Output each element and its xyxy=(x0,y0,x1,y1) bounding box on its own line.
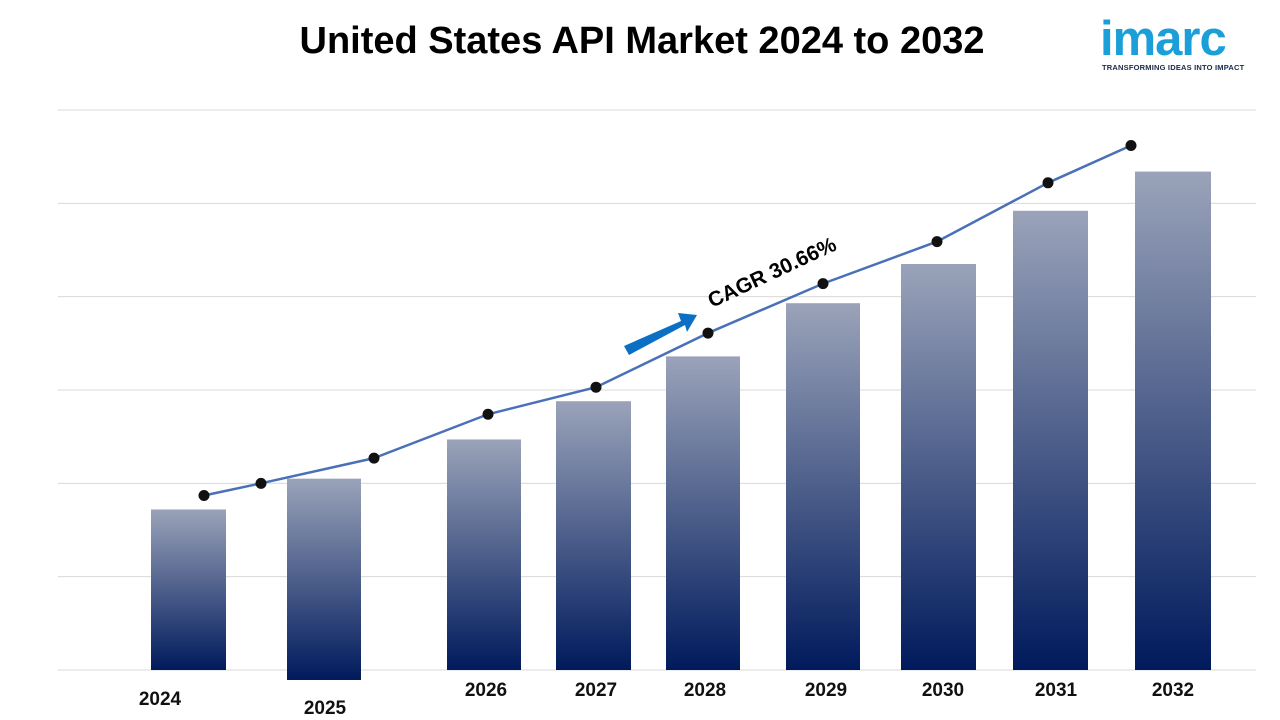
x-tick-label: 2024 xyxy=(139,689,182,710)
trend-line-series xyxy=(198,139,1137,501)
x-tick-label: 2028 xyxy=(684,680,726,701)
bar-2029 xyxy=(786,303,860,670)
x-tick-label: 2031 xyxy=(1035,680,1078,701)
trend-point xyxy=(931,236,943,248)
bar-2028 xyxy=(666,356,740,670)
trend-point xyxy=(1125,139,1137,151)
trend-point xyxy=(198,489,210,501)
trend-point xyxy=(482,408,494,420)
bar-2027 xyxy=(556,401,631,670)
trend-point xyxy=(817,278,829,290)
chart-title: United States API Market 2024 to 2032 xyxy=(299,20,985,62)
x-tick-label: 2027 xyxy=(575,680,617,701)
cagr-label: CAGR 30.66% xyxy=(704,233,840,313)
trend-point xyxy=(255,477,267,489)
trend-point xyxy=(368,452,380,464)
bar-2030 xyxy=(901,264,976,670)
bar-series xyxy=(151,171,1211,680)
bar-2031 xyxy=(1013,210,1088,671)
x-tick-label: 2029 xyxy=(805,680,847,701)
trend-point xyxy=(590,381,602,393)
x-tick-label: 2030 xyxy=(922,680,964,701)
bar-2024 xyxy=(151,509,226,670)
x-axis-tick-labels: 2024 2025 2026 2027 2028 2029 2030 2031 2032 xyxy=(139,680,1194,719)
trend-point xyxy=(702,327,714,339)
logo-wordmark: imarc xyxy=(1100,12,1227,66)
x-tick-label: 2032 xyxy=(1152,680,1194,701)
x-tick-label: 2026 xyxy=(465,680,507,701)
logo-tagline: TRANSFORMING IDEAS INTO IMPACT xyxy=(1102,63,1245,72)
trend-point xyxy=(1042,177,1054,189)
bar-2025 xyxy=(287,478,361,680)
bar-2032 xyxy=(1135,171,1211,670)
trend-line xyxy=(203,144,1132,497)
x-tick-label: 2025 xyxy=(304,698,347,719)
brand-logo: imarc TRANSFORMING IDEAS INTO IMPACT xyxy=(1096,6,1262,76)
bar-2026 xyxy=(447,439,521,670)
trend-arrow-icon xyxy=(624,313,697,355)
